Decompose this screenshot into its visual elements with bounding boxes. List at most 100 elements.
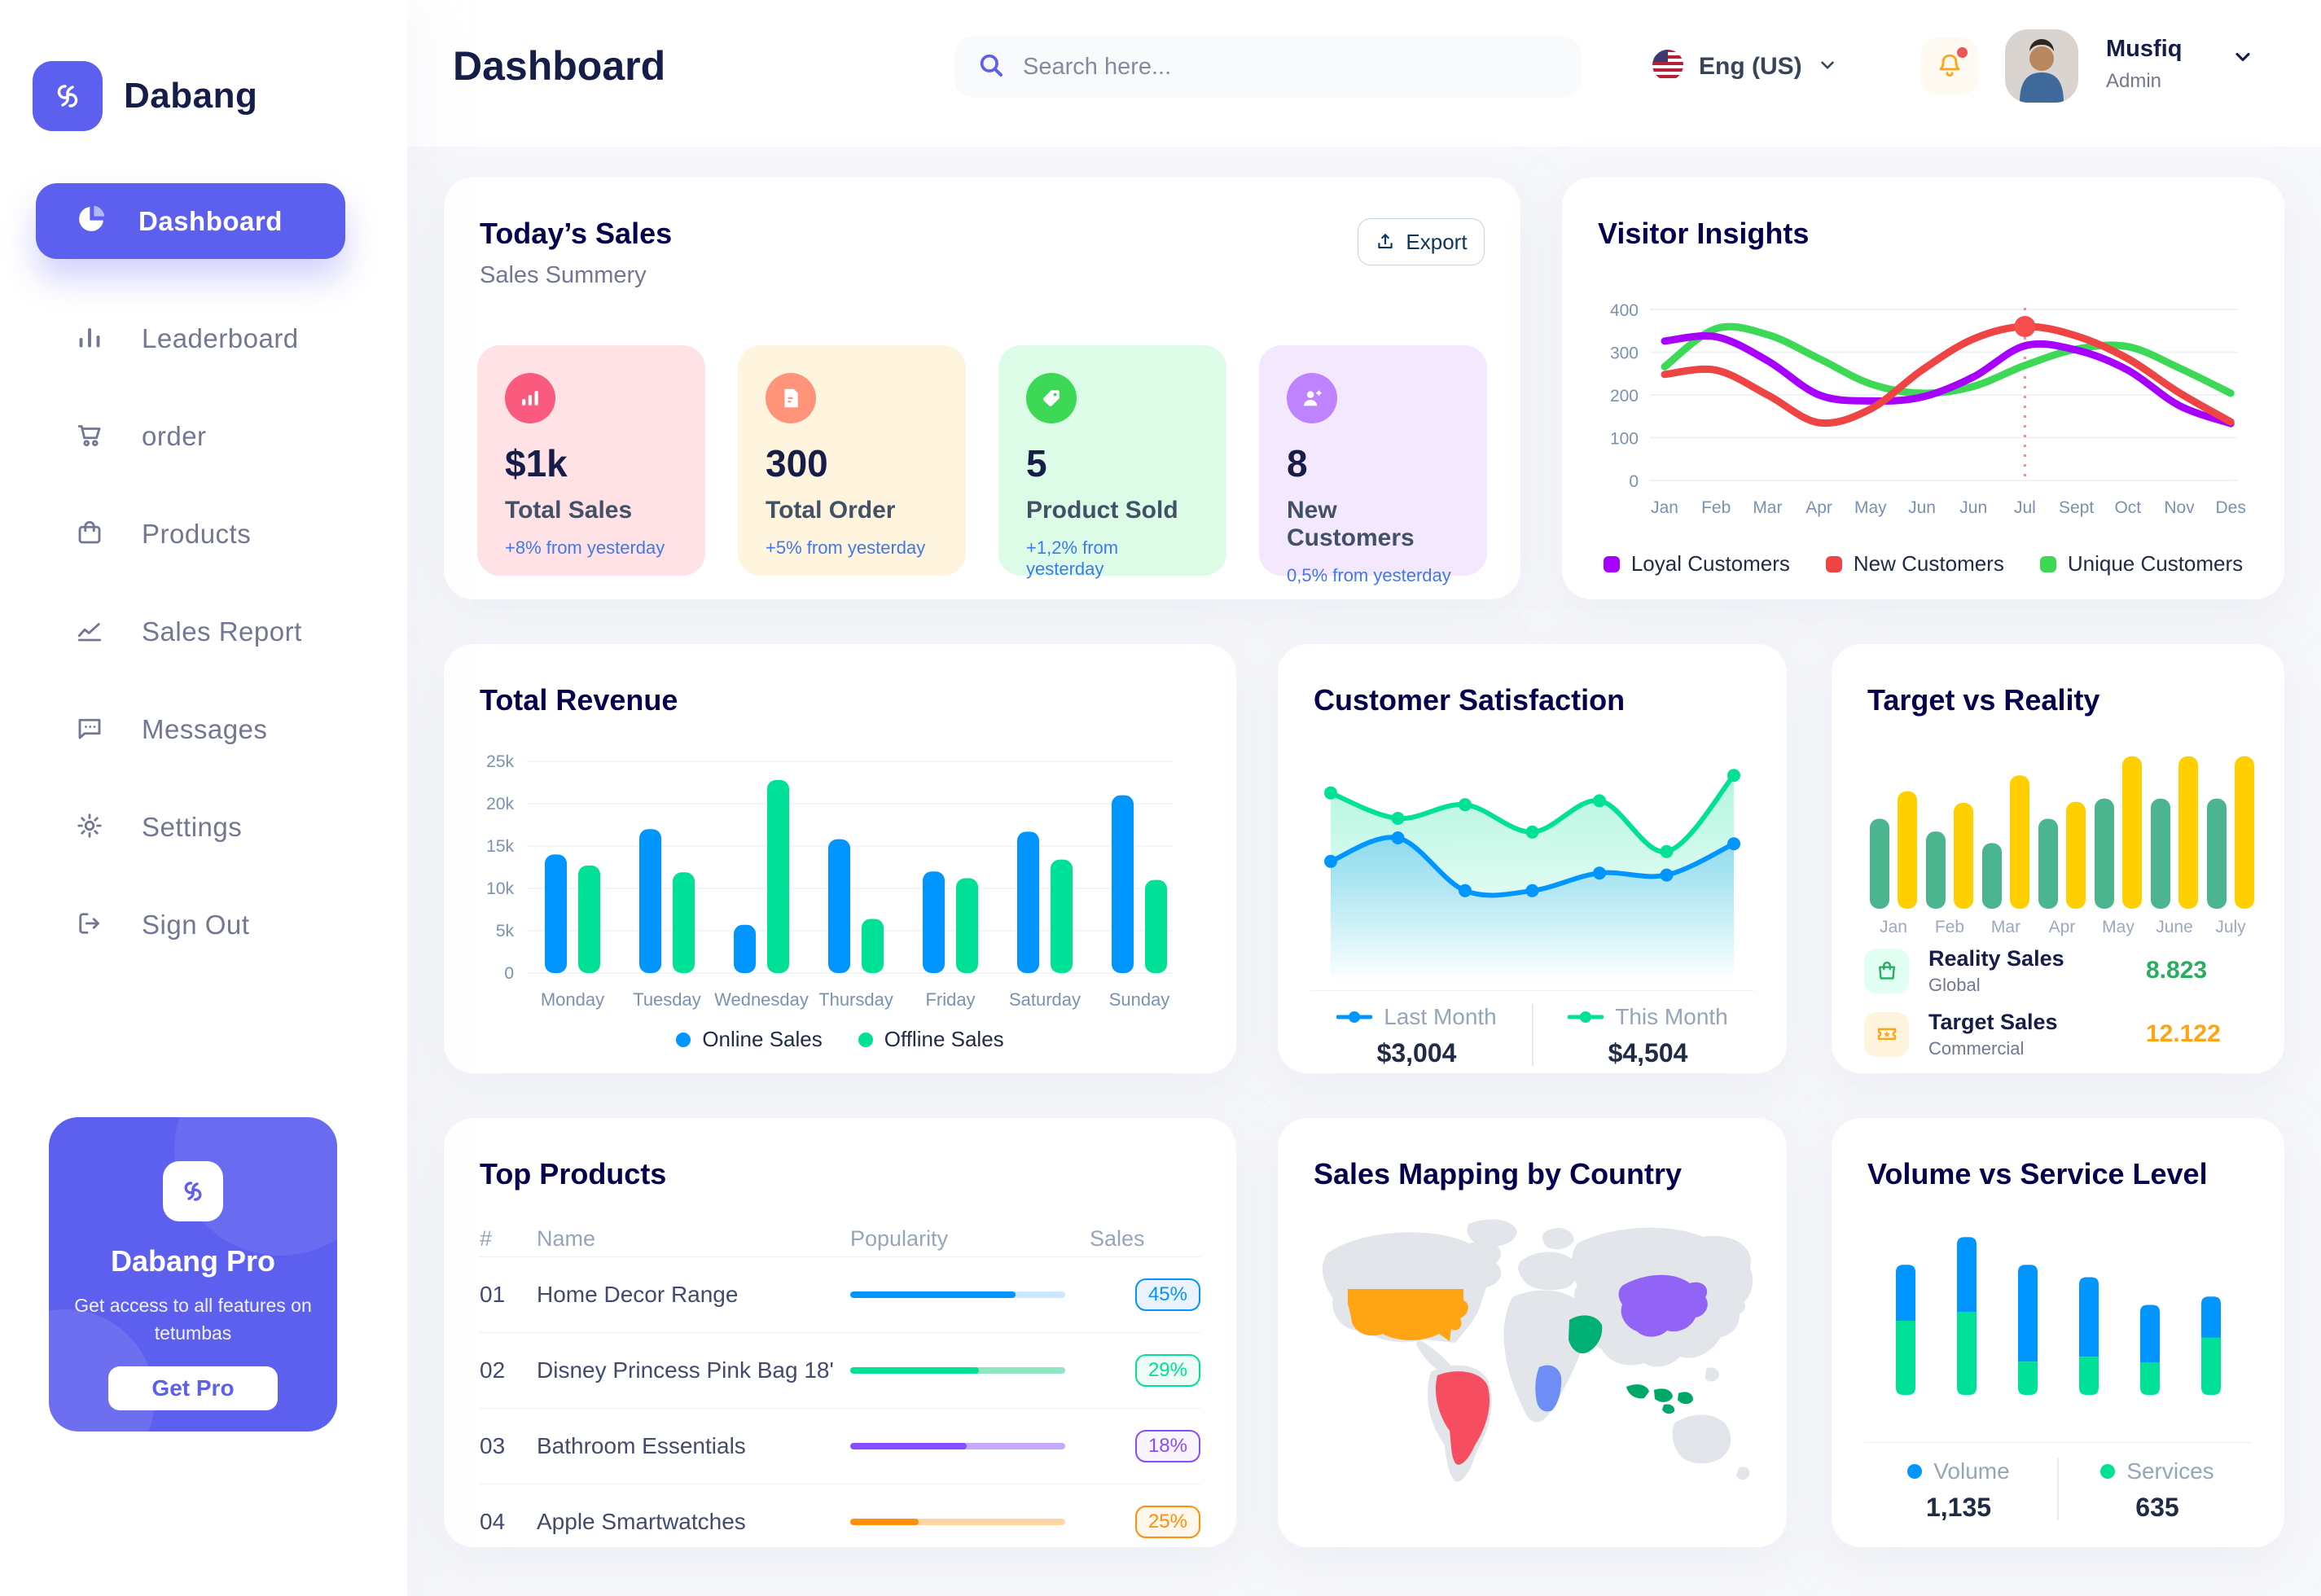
export-icon xyxy=(1378,234,1393,249)
land-central-america xyxy=(1416,1340,1455,1375)
svg-text:Mar: Mar xyxy=(1991,918,2020,936)
sidebar-item-label: Leaderboard xyxy=(142,323,299,353)
svg-text:100: 100 xyxy=(1610,430,1639,449)
svg-text:25k: 25k xyxy=(486,752,514,771)
stat-card-total-sales: $1k Total Sales +8% from yesterday xyxy=(477,345,705,576)
get-pro-button[interactable]: Get Pro xyxy=(108,1366,278,1410)
svg-text:Wednesday: Wednesday xyxy=(714,989,809,1010)
user-plus-icon xyxy=(1287,373,1337,423)
svg-text:Jun: Jun xyxy=(1908,498,1936,517)
world-map xyxy=(1322,1219,1753,1482)
gear-icon xyxy=(75,811,104,844)
todays-sales-card: Today’s Sales Sales Summery Export $1k T… xyxy=(444,178,1520,599)
land-philippines xyxy=(1705,1367,1719,1382)
popularity-bar xyxy=(850,1291,1065,1298)
card-title: Target vs Reality xyxy=(1867,683,2100,717)
table-row[interactable]: 02 Disney Princess Pink Bag 18' 29% xyxy=(480,1332,1200,1408)
sales-badge: 29% xyxy=(1134,1354,1200,1387)
user-role: Admin xyxy=(2106,70,2162,92)
sidebar-item-sign-out[interactable]: Sign Out xyxy=(0,892,407,958)
svg-text:May: May xyxy=(1854,498,1887,517)
notifications-button[interactable] xyxy=(1920,37,1979,94)
land-africa xyxy=(1503,1290,1587,1423)
sidebar-item-label: order xyxy=(142,421,207,451)
table-row[interactable]: 01 Home Decor Range 45% xyxy=(480,1256,1200,1332)
sidebar-item-leaderboard[interactable]: Leaderboard xyxy=(0,306,407,371)
sidebar-item-sales-report[interactable]: Sales Report xyxy=(0,599,407,664)
svg-text:Oct: Oct xyxy=(2114,498,2141,517)
table-row[interactable]: 04 Apple Smartwatches 25% xyxy=(480,1484,1200,1559)
divider xyxy=(1310,990,1754,991)
svg-text:July: July xyxy=(2215,918,2246,936)
profile-chevron-icon[interactable] xyxy=(2231,46,2254,72)
stat-card-product-sold: 5 Product Sold +1,2% from yesterday xyxy=(998,345,1226,579)
chart-legend: Online Sales Offline Sales xyxy=(444,1027,1236,1052)
export-button[interactable]: Export xyxy=(1358,218,1485,265)
svg-text:Tuesday: Tuesday xyxy=(633,989,701,1010)
us-flag-icon xyxy=(1652,49,1684,86)
country-saudi-arabia[interactable] xyxy=(1569,1315,1603,1354)
customer-satisfaction-chart xyxy=(1324,769,1740,981)
target-vs-reality-card: Target vs Reality Jan Feb Mar Apr May June Jul… xyxy=(1832,644,2284,1073)
svg-text:Jan: Jan xyxy=(1651,498,1678,517)
country-indonesia[interactable] xyxy=(1626,1384,1693,1414)
land-scandinavia xyxy=(1542,1228,1574,1250)
land-europe xyxy=(1518,1252,1577,1291)
table-row[interactable]: 03 Bathroom Essentials 18% xyxy=(480,1408,1200,1484)
volume-vs-service-card: Volume vs Service Level Volume 1,135 Ser… xyxy=(1832,1118,2284,1547)
sidebar-item-dashboard[interactable]: Dashboard xyxy=(36,183,345,259)
legend-item-new-customers: New Customers xyxy=(1825,551,2004,577)
visitor-insights-card: Visitor Insights 0 100 200 300 400 Jan Feb Mar A… xyxy=(1562,178,2284,599)
sales-badge: 25% xyxy=(1134,1506,1200,1538)
pro-logo-icon xyxy=(163,1161,223,1221)
svg-text:0: 0 xyxy=(504,964,514,983)
sidebar-item-messages[interactable]: Messages xyxy=(0,697,407,762)
notification-badge xyxy=(1957,47,1968,58)
tag-icon xyxy=(1026,373,1077,423)
search-bar[interactable] xyxy=(954,36,1582,98)
svg-text:Apr: Apr xyxy=(1805,498,1832,517)
country-dr-congo[interactable] xyxy=(1535,1365,1562,1412)
search-input[interactable] xyxy=(1023,36,1582,98)
legend-divider xyxy=(2057,1458,2059,1520)
language-label: Eng (US) xyxy=(1699,53,1802,80)
chart-legend: Volume 1,135 Services 635 xyxy=(1832,1458,2284,1523)
card-title: Visitor Insights xyxy=(1598,217,1810,250)
bell-icon xyxy=(1939,54,1960,77)
sales-badge: 18% xyxy=(1134,1430,1200,1462)
line-dot-glyph xyxy=(1336,1011,1373,1023)
svg-text:Des: Des xyxy=(2216,498,2246,517)
pro-upgrade-card: Dabang Pro Get access to all features on… xyxy=(49,1117,337,1432)
sidebar-item-label: Products xyxy=(142,519,252,549)
user-avatar[interactable] xyxy=(2005,29,2078,103)
legend-item-target-sales: Target Sales Commercial 12.122 xyxy=(1864,1007,2252,1061)
legend-item-services: Services 635 xyxy=(2080,1458,2235,1523)
svg-text:Friday: Friday xyxy=(925,989,975,1010)
target-vs-reality-chart: Jan Feb Mar Apr May June July xyxy=(1870,756,2254,936)
sidebar-item-products[interactable]: Products xyxy=(0,502,407,567)
volume-vs-service-chart xyxy=(1896,1237,2221,1395)
card-title: Today’s Sales xyxy=(480,217,673,250)
language-selector[interactable]: Eng (US) xyxy=(1652,42,1838,91)
country-united-states[interactable] xyxy=(1348,1289,1468,1341)
total-revenue-card: Total Revenue 0 5k 10k 15k 20k 25k Monday Tuesd… xyxy=(444,644,1236,1073)
search-icon xyxy=(977,51,1005,83)
sidebar-item-settings[interactable]: Settings xyxy=(0,795,407,860)
stat-card-new-customers: 8 New Customers 0,5% from yesterday xyxy=(1259,345,1487,585)
sales-badge: 45% xyxy=(1134,1278,1200,1311)
svg-text:300: 300 xyxy=(1610,344,1639,363)
country-china[interactable] xyxy=(1618,1274,1708,1337)
svg-text:Monday: Monday xyxy=(541,989,604,1010)
sidebar: Dabang Dashboard Leaderboard xyxy=(0,0,407,1596)
country-brazil[interactable] xyxy=(1435,1371,1490,1465)
svg-text:200: 200 xyxy=(1610,387,1639,406)
logo-icon xyxy=(33,61,103,131)
target-sales-value: 12.122 xyxy=(2146,1020,2221,1047)
sidebar-item-order[interactable]: order xyxy=(0,404,407,469)
svg-text:Jun: Jun xyxy=(1959,498,1987,517)
top-products-card: Top Products # Name Popularity Sales 01 … xyxy=(444,1118,1236,1547)
svg-text:Mar: Mar xyxy=(1753,498,1782,517)
land-australia xyxy=(1672,1414,1731,1464)
card-title: Volume vs Service Level xyxy=(1867,1157,2208,1190)
sales-report-icon xyxy=(75,616,104,649)
